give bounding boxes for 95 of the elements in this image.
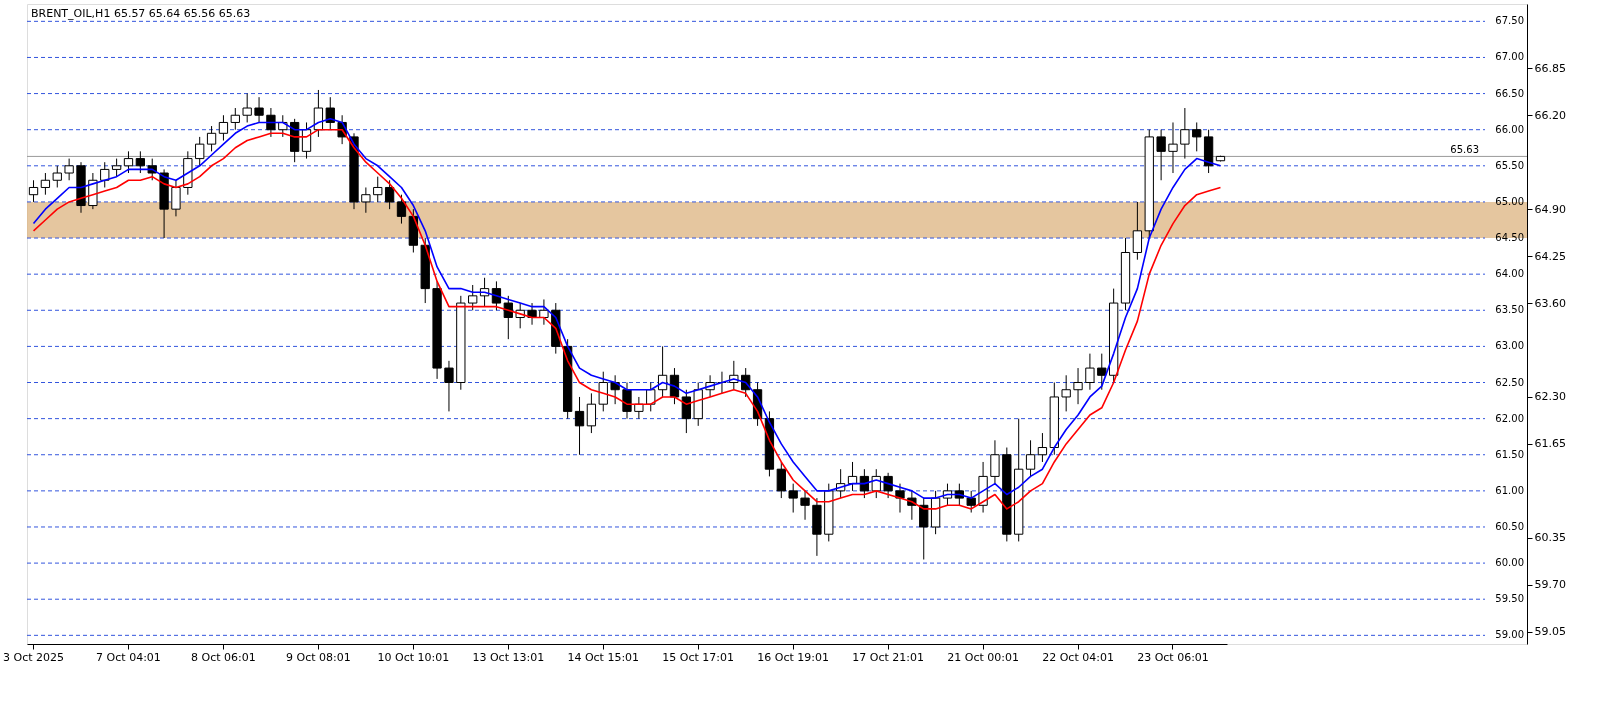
candlestick (966, 490, 976, 514)
candlestick (1168, 121, 1178, 174)
ref-line-label: 62.00 (1495, 412, 1524, 424)
candlestick (1156, 129, 1166, 181)
x-tick-label: 22 Oct 04:01 (1042, 650, 1114, 664)
candlestick (859, 468, 870, 499)
ref-line-label: 63.50 (1495, 304, 1524, 316)
y-tick-label: 62.30 (1534, 390, 1566, 404)
candlestick (40, 172, 51, 196)
candlestick (1025, 439, 1036, 477)
candlestick (111, 158, 122, 178)
y-tick-label: 64.90 (1534, 202, 1566, 216)
ref-line-label: 65.00 (1495, 195, 1524, 207)
candlestick (491, 280, 502, 311)
ref-line-label: 64.00 (1495, 268, 1524, 280)
y-tick-label: 63.60 (1534, 296, 1566, 310)
candlestick (586, 392, 597, 434)
candlestick (373, 176, 383, 203)
candlestick (788, 483, 798, 514)
x-tick-label: 15 Oct 17:01 (662, 650, 735, 664)
x-tick-label: 8 Oct 06:01 (191, 650, 256, 664)
candlestick (895, 483, 905, 514)
candlestick (1180, 107, 1190, 160)
ref-line-label: 66.50 (1495, 87, 1524, 99)
candlestick (266, 107, 276, 138)
candlestick (218, 114, 229, 142)
ref-line-label: 65.50 (1495, 159, 1524, 171)
y-tick-label: 66.85 (1534, 61, 1566, 75)
candlestick (468, 284, 478, 311)
candlestick (384, 179, 395, 210)
candlestick (230, 107, 240, 131)
candlestick (800, 490, 810, 521)
candlestick (1132, 201, 1143, 261)
x-tick-label: 3 Oct 2025 (3, 650, 65, 664)
ref-line-label: 67.50 (1495, 15, 1524, 27)
candlestick (361, 186, 371, 214)
ref-line-label: 61.00 (1495, 484, 1524, 496)
candlestick (503, 295, 513, 340)
candlestick (1061, 374, 1071, 412)
ref-line-label: 59.50 (1495, 593, 1524, 605)
x-tick-label: 14 Oct 15:01 (567, 650, 640, 664)
candlestick (242, 93, 252, 123)
candlestick (634, 396, 644, 420)
candlestick (195, 136, 205, 167)
ref-line-label: 64.50 (1495, 232, 1524, 244)
ref-line-label: 63.00 (1495, 340, 1524, 352)
candlestick (64, 158, 74, 181)
candlestick (396, 194, 407, 225)
y-tick-label: 66.20 (1534, 108, 1566, 122)
ref-line-label: 60.50 (1495, 520, 1524, 532)
candlestick (539, 298, 549, 326)
candlestick (28, 179, 39, 203)
chart-title: BRENT_OIL,H1 65.57 65.64 65.56 65.63 (31, 7, 251, 20)
candlestick (776, 461, 786, 499)
x-tick-label: 17 Oct 21:01 (852, 650, 924, 664)
candlestick (52, 165, 62, 188)
candlestick (919, 497, 929, 560)
candlestick (1085, 353, 1095, 391)
candlestick (100, 161, 110, 188)
candlestick (574, 396, 585, 456)
candlestick (325, 96, 335, 131)
candlestick (135, 150, 146, 174)
y-tick-label: 60.35 (1534, 531, 1566, 545)
ref-line-label: 61.50 (1495, 448, 1524, 460)
candlestick (1073, 367, 1083, 405)
candlestick (171, 179, 181, 217)
ref-line-label: 65.63 (1450, 144, 1479, 156)
x-tick-label: 13 Oct 13:01 (472, 650, 545, 664)
candlestick (254, 96, 264, 123)
x-tick-label: 16 Oct 19:01 (757, 650, 830, 664)
candlestick (1192, 121, 1202, 152)
y-tick-label: 61.65 (1534, 437, 1566, 451)
ref-line-label: 59.00 (1495, 629, 1524, 641)
candlestick (681, 389, 691, 434)
candlestick (883, 472, 893, 499)
x-tick-label: 21 Oct 00:01 (947, 650, 1019, 664)
candlestick (444, 360, 454, 412)
candlestick (598, 371, 608, 412)
ref-line-label: 66.00 (1495, 123, 1524, 135)
x-tick-label: 7 Oct 04:01 (96, 650, 161, 664)
candlestick (646, 382, 656, 412)
candlestick (1037, 432, 1048, 463)
candlestick (1097, 353, 1107, 391)
ref-line-label: 67.00 (1495, 51, 1524, 63)
y-tick-label: 64.25 (1534, 249, 1566, 263)
ref-line-label: 62.50 (1495, 376, 1524, 388)
candlestick (123, 150, 134, 174)
x-tick-label: 10 Oct 10:01 (377, 650, 450, 664)
candlestick (990, 439, 1000, 485)
ref-line-label: 60.00 (1495, 557, 1524, 569)
candlestick (206, 125, 217, 152)
y-tick-label: 59.05 (1534, 625, 1566, 639)
x-tick-label: 23 Oct 06:01 (1137, 650, 1209, 664)
y-tick-label: 59.70 (1534, 578, 1566, 592)
x-tick-label: 9 Oct 08:01 (286, 650, 351, 664)
